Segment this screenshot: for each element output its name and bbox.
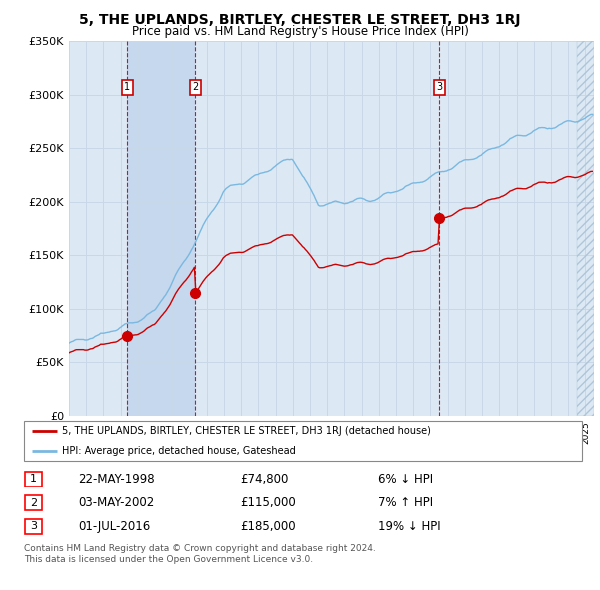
Text: 3: 3 <box>436 83 442 92</box>
Text: 7% ↑ HPI: 7% ↑ HPI <box>378 496 433 509</box>
Text: This data is licensed under the Open Government Licence v3.0.: This data is licensed under the Open Gov… <box>24 555 313 564</box>
Text: 19% ↓ HPI: 19% ↓ HPI <box>378 520 440 533</box>
Text: £74,800: £74,800 <box>240 473 289 486</box>
Text: 01-JUL-2016: 01-JUL-2016 <box>78 520 150 533</box>
Text: 5, THE UPLANDS, BIRTLEY, CHESTER LE STREET, DH3 1RJ (detached house): 5, THE UPLANDS, BIRTLEY, CHESTER LE STRE… <box>62 427 431 436</box>
Bar <box>127 41 195 416</box>
Text: £115,000: £115,000 <box>240 496 296 509</box>
Text: 03-MAY-2002: 03-MAY-2002 <box>78 496 154 509</box>
Text: HPI: Average price, detached house, Gateshead: HPI: Average price, detached house, Gate… <box>62 447 296 456</box>
FancyBboxPatch shape <box>25 471 42 487</box>
FancyBboxPatch shape <box>24 421 582 461</box>
Text: £185,000: £185,000 <box>240 520 296 533</box>
Text: 22-MAY-1998: 22-MAY-1998 <box>78 473 155 486</box>
Text: 1: 1 <box>124 83 130 92</box>
FancyBboxPatch shape <box>25 519 42 534</box>
Text: 2: 2 <box>192 83 198 92</box>
FancyBboxPatch shape <box>25 495 42 510</box>
Text: 6% ↓ HPI: 6% ↓ HPI <box>378 473 433 486</box>
Text: Contains HM Land Registry data © Crown copyright and database right 2024.: Contains HM Land Registry data © Crown c… <box>24 545 376 553</box>
Text: 3: 3 <box>30 522 37 531</box>
Text: 5, THE UPLANDS, BIRTLEY, CHESTER LE STREET, DH3 1RJ: 5, THE UPLANDS, BIRTLEY, CHESTER LE STRE… <box>79 13 521 27</box>
Text: 2: 2 <box>30 498 37 507</box>
Text: 1: 1 <box>30 474 37 484</box>
Text: Price paid vs. HM Land Registry's House Price Index (HPI): Price paid vs. HM Land Registry's House … <box>131 25 469 38</box>
